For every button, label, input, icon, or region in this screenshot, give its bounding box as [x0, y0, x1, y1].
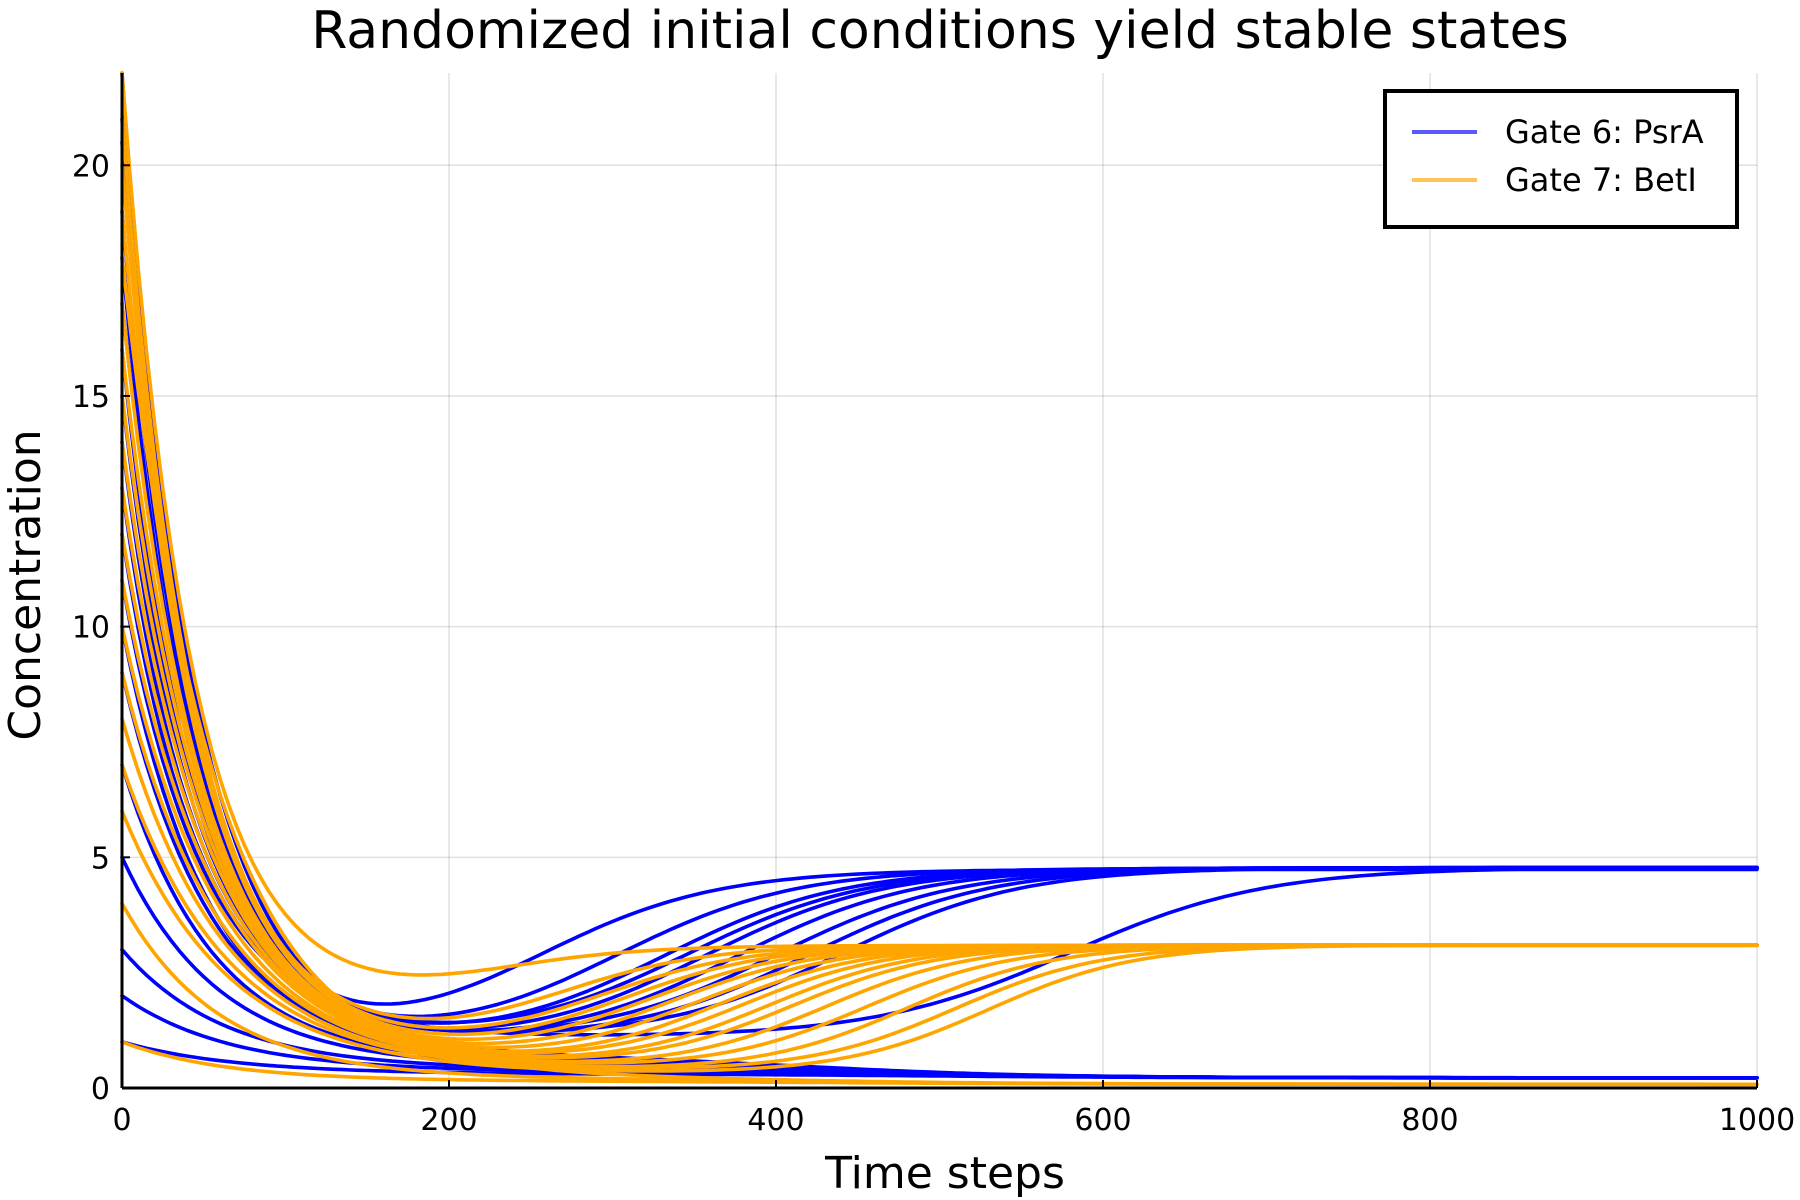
chart-title: Randomized initial conditions yield stab… — [311, 1, 1568, 61]
y-axis-label: Concentration — [0, 429, 51, 740]
x-tick-label-5: 1000 — [1719, 1103, 1795, 1138]
legend-label-beti: Gate 7: BetI — [1505, 161, 1697, 199]
x-axis-label: Time steps — [824, 1148, 1065, 1199]
legend-box — [1383, 89, 1739, 229]
y-tick-label-0: 0 — [91, 1072, 110, 1107]
y-tick-label-3: 15 — [72, 380, 110, 415]
x-tick-label-2: 400 — [747, 1103, 804, 1138]
y-tick-label-2: 10 — [72, 611, 110, 646]
axes — [120, 73, 1758, 1090]
x-tick-label-3: 600 — [1074, 1103, 1131, 1138]
x-tick-label-4: 800 — [1401, 1103, 1458, 1138]
tick-labels: 0 200 400 600 800 1000 0 5 10 15 20 — [72, 149, 1795, 1138]
y-tick-label-1: 5 — [91, 841, 110, 876]
legend: Gate 6: PsrA Gate 7: BetI — [1383, 89, 1739, 229]
legend-label-psra: Gate 6: PsrA — [1505, 113, 1704, 151]
series-0-line-18 — [120, 1040, 1759, 1080]
x-tick-label-1: 200 — [420, 1103, 477, 1138]
plot-lines — [120, 71, 1759, 1087]
series-1-line-18 — [120, 1040, 1759, 1087]
y-tick-label-4: 20 — [72, 149, 110, 184]
series-1-line-15 — [120, 809, 1759, 1073]
x-tick-label-0: 0 — [112, 1103, 131, 1138]
